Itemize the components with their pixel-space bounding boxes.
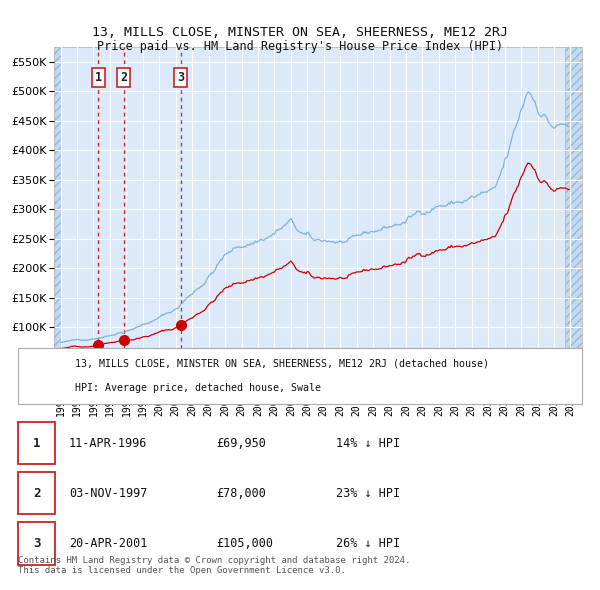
Text: 2: 2 xyxy=(120,71,127,84)
Text: £78,000: £78,000 xyxy=(216,487,266,500)
Text: 13, MILLS CLOSE, MINSTER ON SEA, SHEERNESS, ME12 2RJ (detached house): 13, MILLS CLOSE, MINSTER ON SEA, SHEERNE… xyxy=(75,359,489,369)
Text: HPI: Average price, detached house, Swale: HPI: Average price, detached house, Swal… xyxy=(75,384,321,394)
Text: Contains HM Land Registry data © Crown copyright and database right 2024.
This d: Contains HM Land Registry data © Crown c… xyxy=(18,556,410,575)
Text: 13, MILLS CLOSE, MINSTER ON SEA, SHEERNESS, ME12 2RJ: 13, MILLS CLOSE, MINSTER ON SEA, SHEERNE… xyxy=(92,26,508,39)
Text: £105,000: £105,000 xyxy=(216,537,273,550)
Text: 3: 3 xyxy=(33,537,40,550)
Text: 03-NOV-1997: 03-NOV-1997 xyxy=(69,487,148,500)
Text: Price paid vs. HM Land Registry's House Price Index (HPI): Price paid vs. HM Land Registry's House … xyxy=(97,40,503,53)
Text: 1: 1 xyxy=(33,437,40,450)
Text: 2: 2 xyxy=(33,487,40,500)
Text: 1: 1 xyxy=(95,71,101,84)
Text: 20-APR-2001: 20-APR-2001 xyxy=(69,537,148,550)
Text: 23% ↓ HPI: 23% ↓ HPI xyxy=(336,487,400,500)
Bar xyxy=(565,47,582,386)
Text: 3: 3 xyxy=(177,71,184,84)
Text: 11-APR-1996: 11-APR-1996 xyxy=(69,437,148,450)
Text: 26% ↓ HPI: 26% ↓ HPI xyxy=(336,537,400,550)
Text: £69,950: £69,950 xyxy=(216,437,266,450)
Text: 14% ↓ HPI: 14% ↓ HPI xyxy=(336,437,400,450)
Bar xyxy=(54,47,61,386)
